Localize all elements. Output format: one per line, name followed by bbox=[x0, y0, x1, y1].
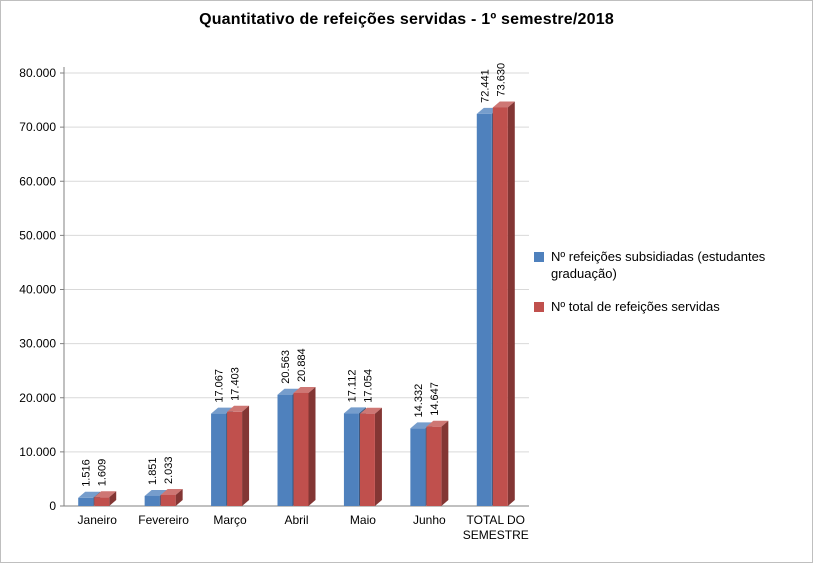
bar bbox=[359, 413, 375, 506]
bar-value-label: 20.563 bbox=[280, 350, 292, 384]
y-tick-label: 80.000 bbox=[19, 66, 56, 80]
y-tick-label: 40.000 bbox=[19, 283, 56, 297]
bar-value-label: 1.516 bbox=[81, 459, 93, 487]
y-tick-label: 20.000 bbox=[19, 391, 56, 405]
x-category-label: Abril bbox=[284, 513, 308, 527]
bar-top-face bbox=[492, 101, 515, 108]
bar bbox=[426, 426, 442, 506]
bar-value-label: 17.403 bbox=[230, 367, 242, 401]
bar-value-label: 20.884 bbox=[296, 348, 308, 382]
legend-swatch-icon bbox=[534, 252, 544, 262]
x-category-label: Fevereiro bbox=[138, 513, 189, 527]
chart-title: Quantitativo de refeições servidas - 1º … bbox=[199, 11, 614, 28]
bar-value-label: 73.630 bbox=[495, 63, 507, 97]
bar-top-face bbox=[426, 420, 449, 427]
bar bbox=[476, 113, 492, 506]
bar bbox=[144, 495, 160, 506]
bar-top-face bbox=[94, 491, 117, 498]
bar bbox=[277, 394, 293, 506]
legend-label: Nº total de refeições servidas bbox=[551, 298, 720, 314]
bar bbox=[78, 497, 94, 506]
x-category-label: SEMESTRE bbox=[463, 528, 529, 542]
bar-side-face bbox=[242, 405, 250, 506]
bar-value-label: 17.112 bbox=[346, 370, 358, 403]
bar-value-label: 14.647 bbox=[429, 382, 441, 416]
bar-side-face bbox=[507, 101, 515, 506]
bar-value-label: 14.332 bbox=[413, 384, 425, 418]
bar bbox=[410, 428, 426, 506]
bar bbox=[160, 494, 176, 506]
x-category-label: TOTAL DO bbox=[467, 513, 525, 527]
bar bbox=[211, 413, 227, 506]
bar-value-label: 1.851 bbox=[147, 457, 159, 485]
bar-top-face bbox=[227, 405, 250, 412]
bar-value-label: 72.441 bbox=[479, 69, 491, 103]
y-tick-label: 0 bbox=[49, 499, 56, 513]
bar bbox=[343, 413, 359, 506]
legend-item: Nº total de refeições servidas bbox=[534, 299, 806, 316]
y-tick-label: 50.000 bbox=[19, 228, 56, 242]
y-tick-label: 10.000 bbox=[19, 445, 56, 459]
bar-top-face bbox=[359, 407, 382, 414]
legend-swatch-icon bbox=[534, 301, 544, 312]
bar-top-face bbox=[144, 489, 167, 496]
bar-side-face bbox=[308, 386, 316, 506]
bar bbox=[492, 107, 508, 506]
bar-top-face bbox=[343, 407, 366, 414]
bar-value-label: 17.067 bbox=[214, 369, 226, 403]
bar-side-face bbox=[175, 488, 183, 506]
bar bbox=[94, 497, 110, 506]
bar-top-face bbox=[160, 488, 183, 495]
bar-side-face bbox=[374, 407, 382, 506]
bar-side-face bbox=[441, 420, 449, 506]
x-category-label: Março bbox=[213, 513, 247, 527]
y-tick-label: 60.000 bbox=[19, 174, 56, 188]
legend: Nº refeições subsidiadas (estudantes gra… bbox=[534, 249, 806, 332]
bar-value-label: 1.609 bbox=[97, 459, 109, 487]
y-tick-label: 30.000 bbox=[19, 337, 56, 351]
bar-value-label: 17.054 bbox=[362, 369, 374, 403]
bar-top-face bbox=[293, 386, 316, 393]
legend-item: Nº refeições subsidiadas (estudantes gra… bbox=[534, 249, 806, 283]
x-category-label: Janeiro bbox=[78, 513, 118, 527]
x-category-label: Maio bbox=[350, 513, 376, 527]
bar-value-label: 2.033 bbox=[163, 456, 175, 484]
bar bbox=[293, 392, 309, 506]
bar-top-face bbox=[78, 491, 101, 498]
x-category-label: Junho bbox=[413, 513, 446, 527]
y-tick-label: 70.000 bbox=[19, 120, 56, 134]
legend-label: Nº refeições subsidiadas (estudantes gra… bbox=[551, 249, 766, 281]
bar-side-face bbox=[109, 491, 117, 506]
bar bbox=[227, 411, 243, 506]
